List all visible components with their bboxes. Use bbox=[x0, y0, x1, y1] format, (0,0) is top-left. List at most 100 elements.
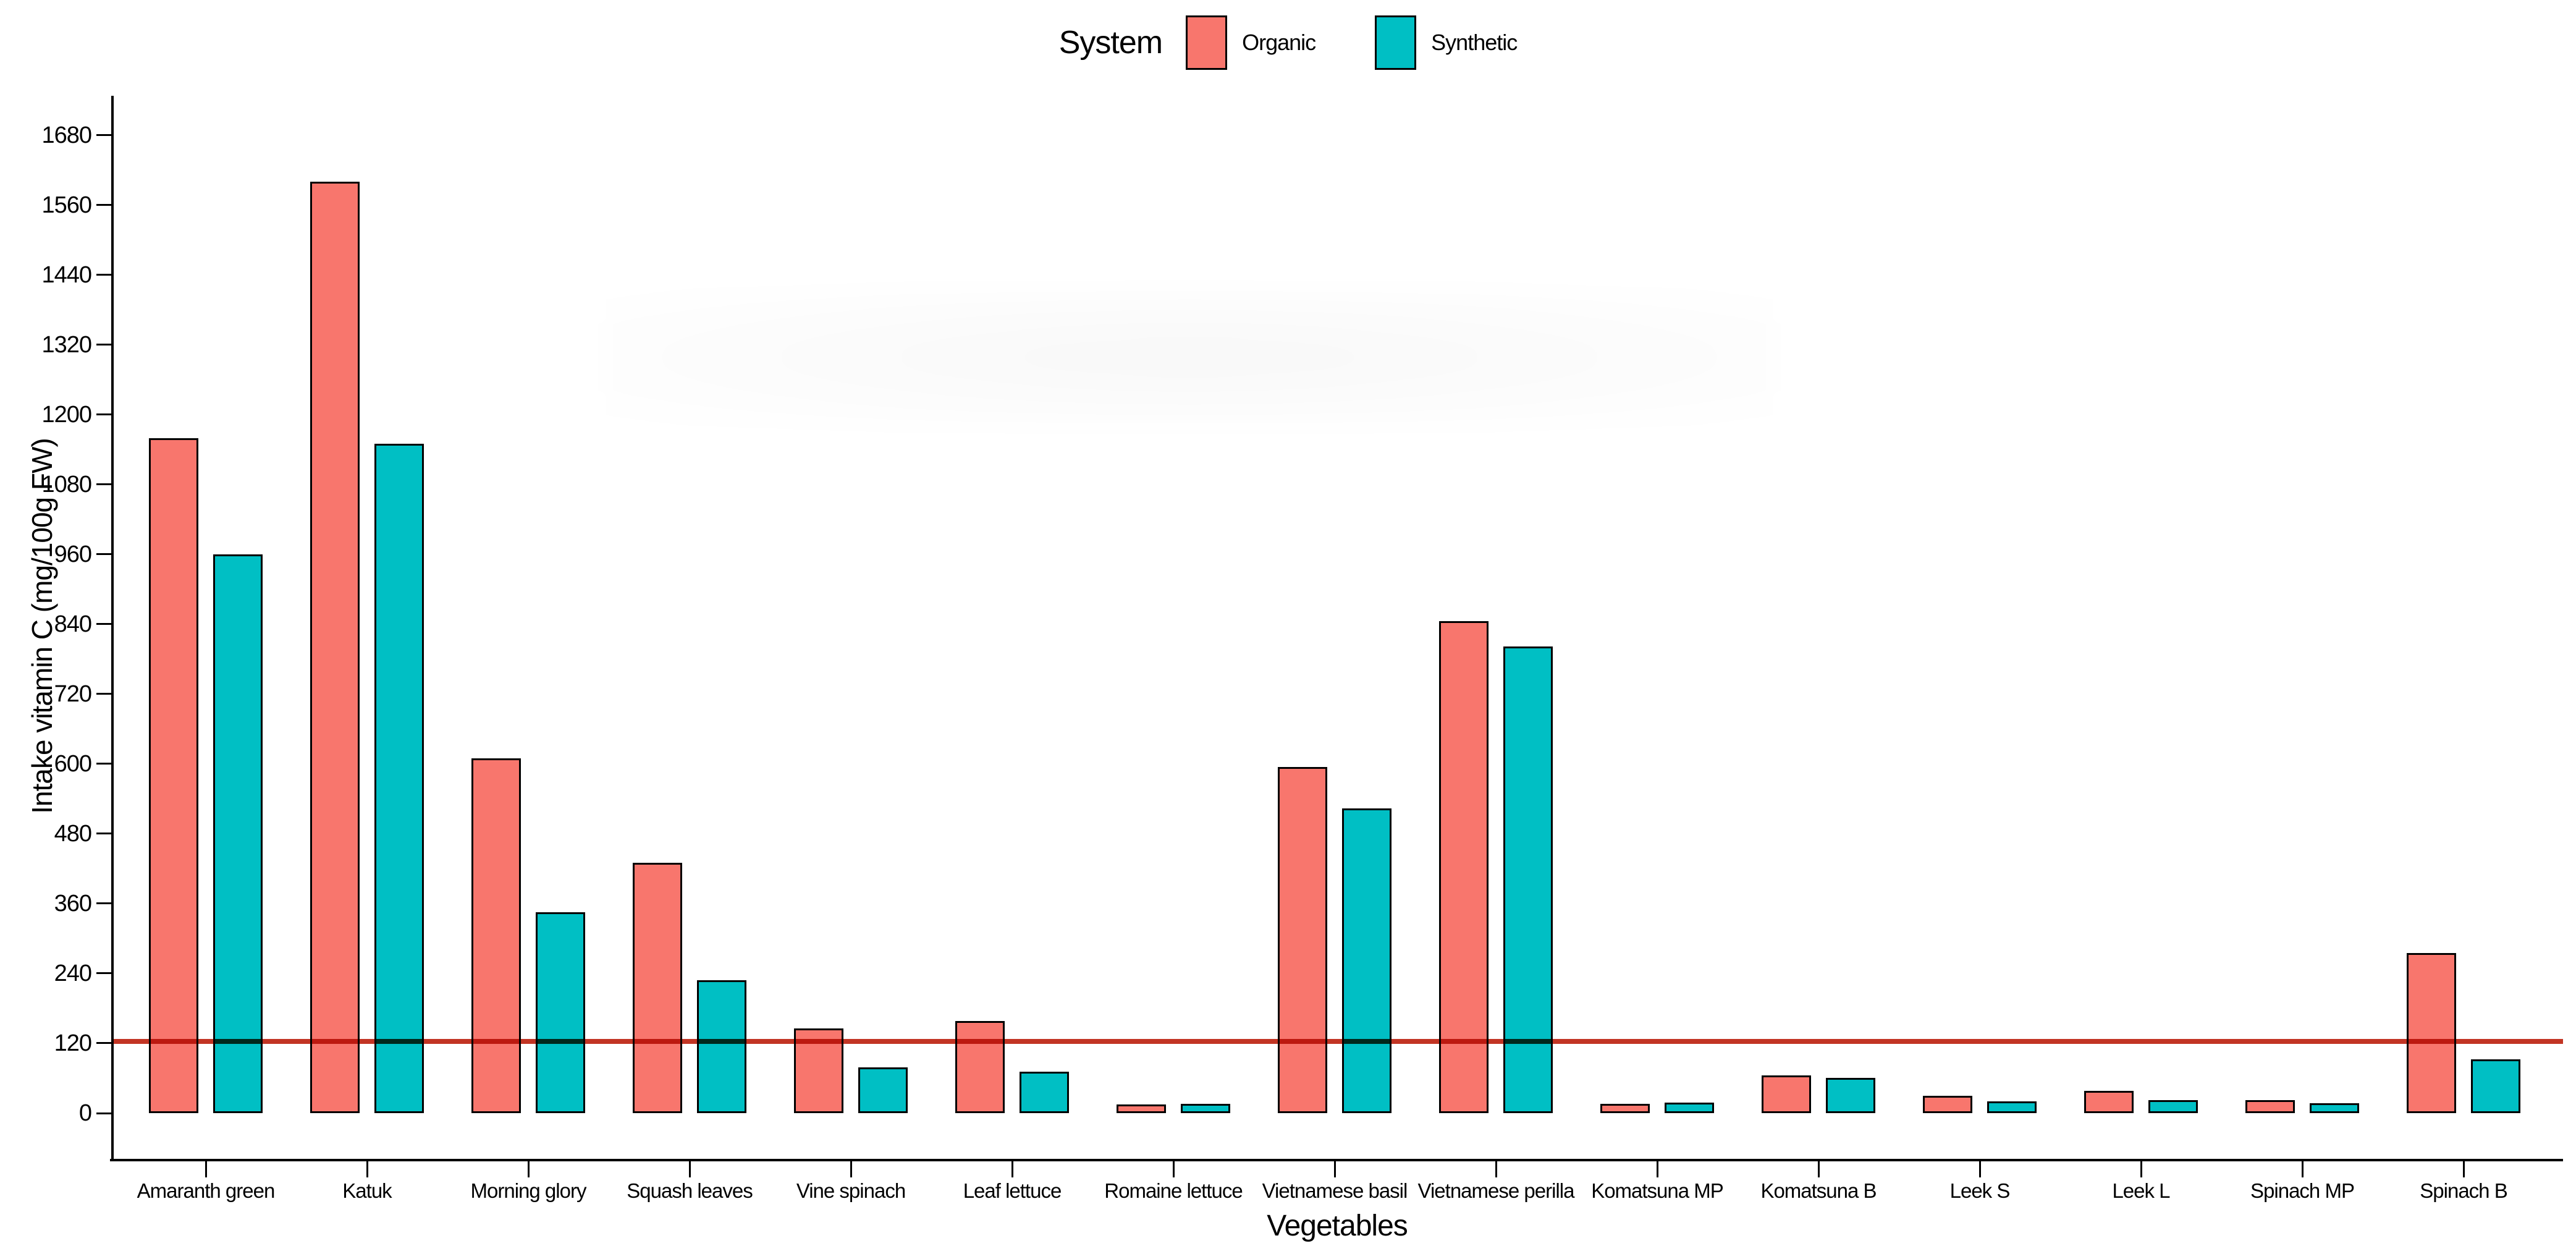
x-tick-mark bbox=[205, 1161, 207, 1177]
x-tick-label: Leek L bbox=[2112, 1179, 2170, 1202]
y-tick-label: 1320 bbox=[41, 331, 92, 358]
x-tick-label: Vine spinach bbox=[796, 1179, 906, 1202]
legend-label: Synthetic bbox=[1431, 30, 1518, 55]
legend-swatch-synthetic bbox=[1375, 15, 1417, 70]
x-tick-label: Squash leaves bbox=[627, 1179, 753, 1202]
bar-organic-4 bbox=[633, 863, 682, 1113]
y-tick-label: 1680 bbox=[41, 122, 92, 148]
y-tick-mark bbox=[96, 274, 112, 276]
x-tick-mark bbox=[1978, 1161, 1981, 1177]
y-tick-label: 0 bbox=[78, 1100, 92, 1126]
y-axis-title: Intake vitamin C (mg/100g FW) bbox=[26, 438, 58, 814]
legend-item-synthetic: Synthetic bbox=[1375, 15, 1518, 70]
x-tick-mark bbox=[2462, 1161, 2465, 1177]
x-tick-mark bbox=[688, 1161, 691, 1177]
y-tick-label: 480 bbox=[54, 820, 92, 847]
reference-line bbox=[111, 1039, 2563, 1045]
x-tick-mark bbox=[1172, 1161, 1175, 1177]
bar-synthetic-6 bbox=[1020, 1072, 1069, 1113]
y-axis-line bbox=[111, 96, 114, 1161]
y-tick-label: 1200 bbox=[41, 401, 92, 428]
x-tick-mark bbox=[1333, 1161, 1336, 1177]
bar-synthetic-4 bbox=[697, 980, 746, 1113]
x-tick-label: Amaranth green bbox=[137, 1179, 276, 1202]
bar-organic-13 bbox=[2084, 1091, 2134, 1113]
y-tick-mark bbox=[96, 553, 112, 556]
bar-synthetic-2 bbox=[374, 444, 424, 1113]
y-tick-label: 960 bbox=[54, 541, 92, 567]
y-tick-mark bbox=[96, 134, 112, 137]
bar-synthetic-3 bbox=[536, 912, 585, 1113]
background-smudge bbox=[606, 289, 1773, 425]
y-tick-mark bbox=[96, 763, 112, 765]
legend-swatch-organic bbox=[1186, 15, 1228, 70]
x-tick-label: Spinach B bbox=[2420, 1179, 2507, 1202]
x-axis-line bbox=[110, 1159, 2563, 1161]
y-tick-mark bbox=[96, 483, 112, 486]
x-tick-mark bbox=[366, 1161, 368, 1177]
y-tick-mark bbox=[96, 344, 112, 346]
y-tick-mark bbox=[96, 902, 112, 905]
bar-organic-10 bbox=[1600, 1103, 1650, 1113]
bar-organic-6 bbox=[955, 1021, 1005, 1113]
bar-organic-15 bbox=[2407, 953, 2456, 1113]
legend-items: Organic Synthetic bbox=[1186, 15, 1518, 70]
bar-synthetic-11 bbox=[1826, 1078, 1875, 1113]
bar-synthetic-15 bbox=[2471, 1059, 2520, 1113]
bar-organic-7 bbox=[1117, 1104, 1166, 1113]
bar-organic-8 bbox=[1278, 766, 1327, 1113]
bar-synthetic-7 bbox=[1181, 1103, 1230, 1113]
y-tick-label: 600 bbox=[54, 750, 92, 777]
y-tick-label: 840 bbox=[54, 611, 92, 637]
x-tick-label: Katuk bbox=[342, 1179, 392, 1202]
y-tick-label: 240 bbox=[54, 960, 92, 986]
bar-synthetic-8 bbox=[1342, 808, 1391, 1113]
legend-item-organic: Organic bbox=[1186, 15, 1316, 70]
bar-synthetic-1 bbox=[213, 554, 263, 1113]
y-tick-mark bbox=[96, 833, 112, 835]
y-tick-label: 720 bbox=[54, 680, 92, 707]
x-tick-label: Vietnamese perilla bbox=[1417, 1179, 1575, 1202]
y-tick-mark bbox=[96, 623, 112, 625]
bar-organic-3 bbox=[471, 758, 521, 1113]
y-tick-label: 120 bbox=[54, 1030, 92, 1056]
x-tick-label: Leek S bbox=[1949, 1179, 2011, 1202]
x-tick-label: Komatsuna B bbox=[1760, 1179, 1877, 1202]
x-tick-mark bbox=[1495, 1161, 1497, 1177]
y-tick-mark bbox=[96, 693, 112, 695]
x-tick-label: Komatsuna MP bbox=[1591, 1179, 1724, 1202]
bar-organic-14 bbox=[2245, 1100, 2295, 1113]
bar-organic-2 bbox=[310, 182, 360, 1113]
bar-synthetic-13 bbox=[2148, 1100, 2198, 1113]
bar-organic-11 bbox=[1762, 1075, 1811, 1113]
x-tick-mark bbox=[2140, 1161, 2142, 1177]
bar-synthetic-9 bbox=[1503, 646, 1553, 1113]
bar-synthetic-5 bbox=[858, 1067, 908, 1113]
x-tick-mark bbox=[1656, 1161, 1658, 1177]
bar-organic-1 bbox=[149, 438, 198, 1113]
x-tick-mark bbox=[527, 1161, 530, 1177]
x-tick-mark bbox=[1817, 1161, 1820, 1177]
bar-organic-9 bbox=[1439, 621, 1489, 1113]
legend-title: System bbox=[1058, 25, 1163, 61]
y-tick-mark bbox=[96, 1042, 112, 1045]
x-tick-label: Spinach MP bbox=[2250, 1179, 2355, 1202]
y-tick-mark bbox=[96, 204, 112, 206]
y-tick-label: 1440 bbox=[41, 261, 92, 288]
y-tick-mark bbox=[96, 413, 112, 416]
x-tick-label: Romaine lettuce bbox=[1104, 1179, 1243, 1202]
x-tick-label: Leaf lettuce bbox=[963, 1179, 1062, 1202]
x-tick-mark bbox=[2301, 1161, 2304, 1177]
bar-synthetic-10 bbox=[1665, 1103, 1714, 1113]
x-tick-label: Vietnamese basil bbox=[1262, 1179, 1408, 1202]
y-tick-mark bbox=[96, 972, 112, 975]
x-axis-title: Vegetables bbox=[1267, 1210, 1408, 1242]
y-tick-label: 1080 bbox=[41, 471, 92, 498]
bar-synthetic-14 bbox=[2310, 1103, 2359, 1113]
bar-organic-12 bbox=[1923, 1095, 1972, 1113]
legend-label: Organic bbox=[1242, 30, 1316, 55]
y-tick-mark bbox=[96, 1112, 112, 1114]
y-tick-label: 360 bbox=[54, 890, 92, 917]
legend: System Organic Synthetic bbox=[0, 9, 2576, 77]
